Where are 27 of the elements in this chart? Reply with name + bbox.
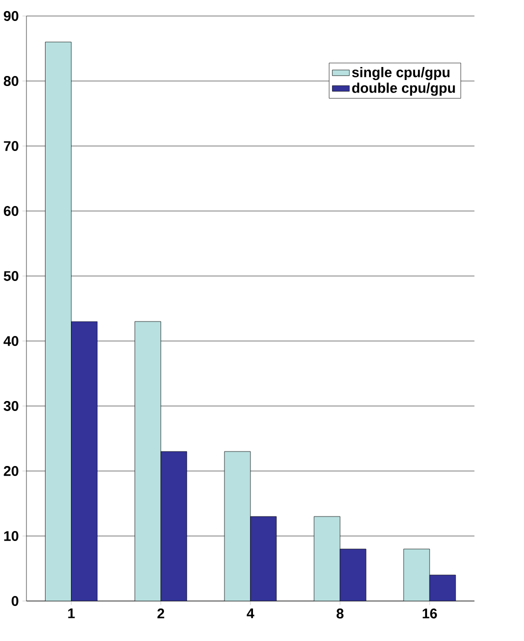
x-tick-label: 8 — [336, 608, 344, 618]
y-tick-label: 10 — [4, 531, 18, 541]
legend-label: single cpu/gpu — [352, 67, 450, 80]
y-tick-label: 40 — [3, 336, 18, 346]
bar — [314, 516, 340, 601]
y-tick-label: 50 — [4, 271, 18, 281]
y-tick-label: 70 — [4, 141, 18, 151]
x-tick-label: 16 — [422, 608, 437, 618]
x-tick-label: 4 — [246, 608, 254, 618]
x-tick-label: 2 — [157, 608, 164, 618]
y-tick-label: 30 — [4, 401, 18, 411]
y-tick-label: 90 — [4, 11, 18, 21]
legend-label: double cpu/gpu — [352, 82, 455, 96]
bar — [224, 451, 251, 601]
x-tick-label: 1 — [68, 608, 75, 618]
bar — [160, 451, 187, 601]
y-tick-label: 20 — [4, 466, 18, 476]
y-tick-label: 0 — [12, 596, 18, 606]
bar — [403, 548, 430, 601]
bar — [70, 321, 98, 601]
y-tick-label: 60 — [4, 206, 18, 216]
bar — [340, 548, 366, 601]
bar — [429, 574, 456, 601]
bar — [250, 516, 277, 601]
y-tick-label: 80 — [4, 76, 18, 86]
bar — [134, 321, 161, 601]
bar — [44, 42, 72, 601]
